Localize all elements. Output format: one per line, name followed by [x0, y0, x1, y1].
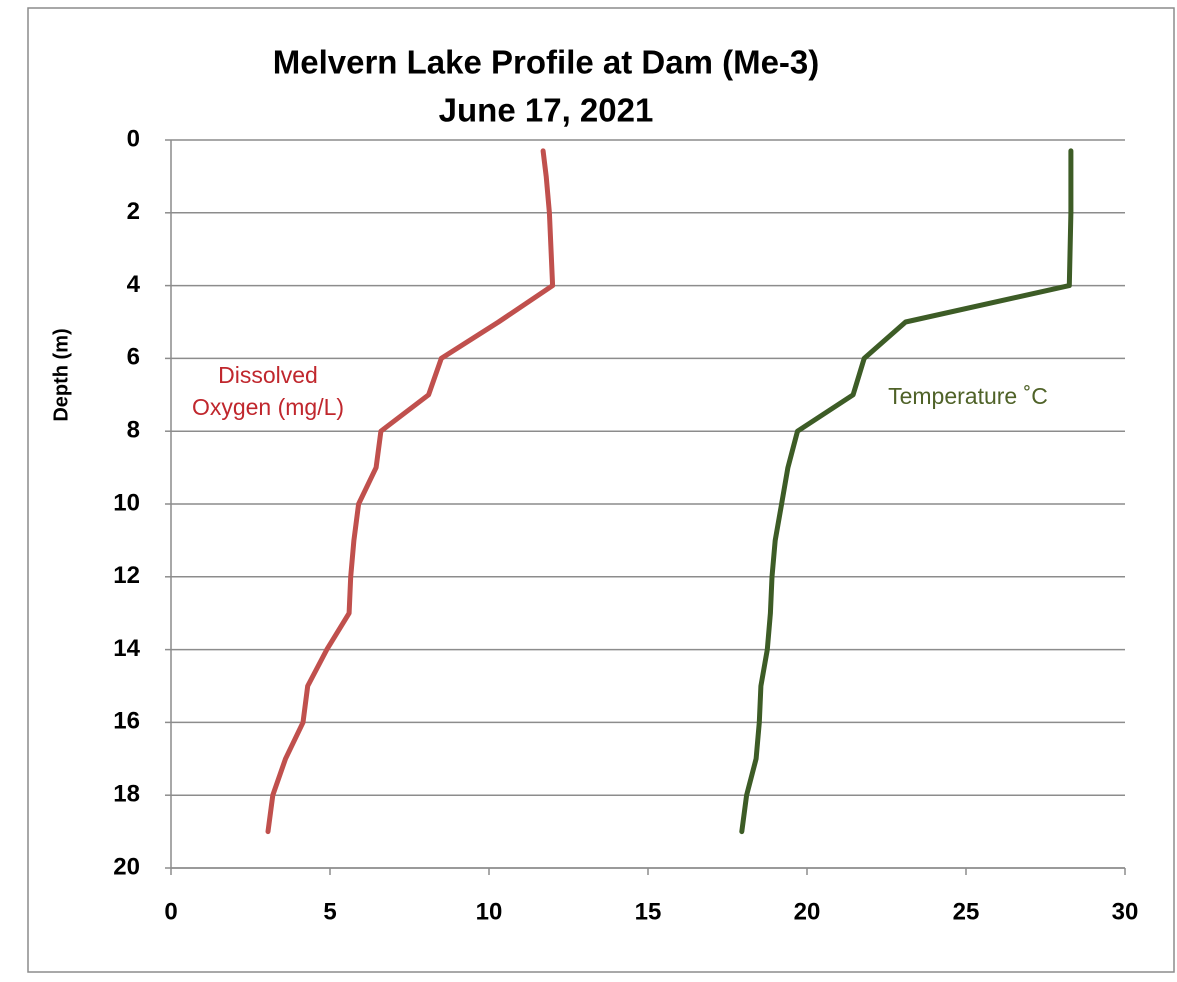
- annotation: Temperature ˚C: [888, 383, 1048, 409]
- series-line: [265, 148, 556, 835]
- x-tick-label: 10: [476, 898, 503, 925]
- chart-subtitle: June 17, 2021: [439, 92, 654, 129]
- x-tick-label: 30: [1112, 898, 1139, 925]
- y-tick-label: 0: [127, 125, 140, 152]
- y-tick-label: 12: [113, 562, 140, 589]
- y-tick-label: 2: [127, 198, 140, 225]
- annotation: Dissolved: [218, 362, 318, 388]
- y-tick-label: 16: [113, 708, 140, 735]
- x-tick-label: 15: [635, 898, 662, 925]
- x-tick-label: 25: [953, 898, 980, 925]
- y-tick-label: 18: [113, 781, 140, 808]
- y-tick-label: 6: [127, 344, 140, 371]
- x-tick-label: 20: [794, 898, 821, 925]
- y-tick-label: 20: [113, 853, 140, 880]
- y-axis-label: Depth (m): [50, 328, 72, 421]
- annotation: Oxygen (mg/L): [192, 394, 344, 420]
- y-tick-label: 8: [127, 417, 140, 444]
- y-tick-label: 10: [113, 489, 140, 516]
- y-tick-label: 4: [127, 271, 141, 298]
- x-tick-label: 0: [164, 898, 177, 925]
- chart-title: Melvern Lake Profile at Dam (Me-3): [273, 44, 820, 81]
- chart-border: [27, 7, 1175, 973]
- y-tick-label: 14: [113, 635, 140, 662]
- x-tick-label: 5: [323, 898, 336, 925]
- series-line: [739, 148, 1074, 835]
